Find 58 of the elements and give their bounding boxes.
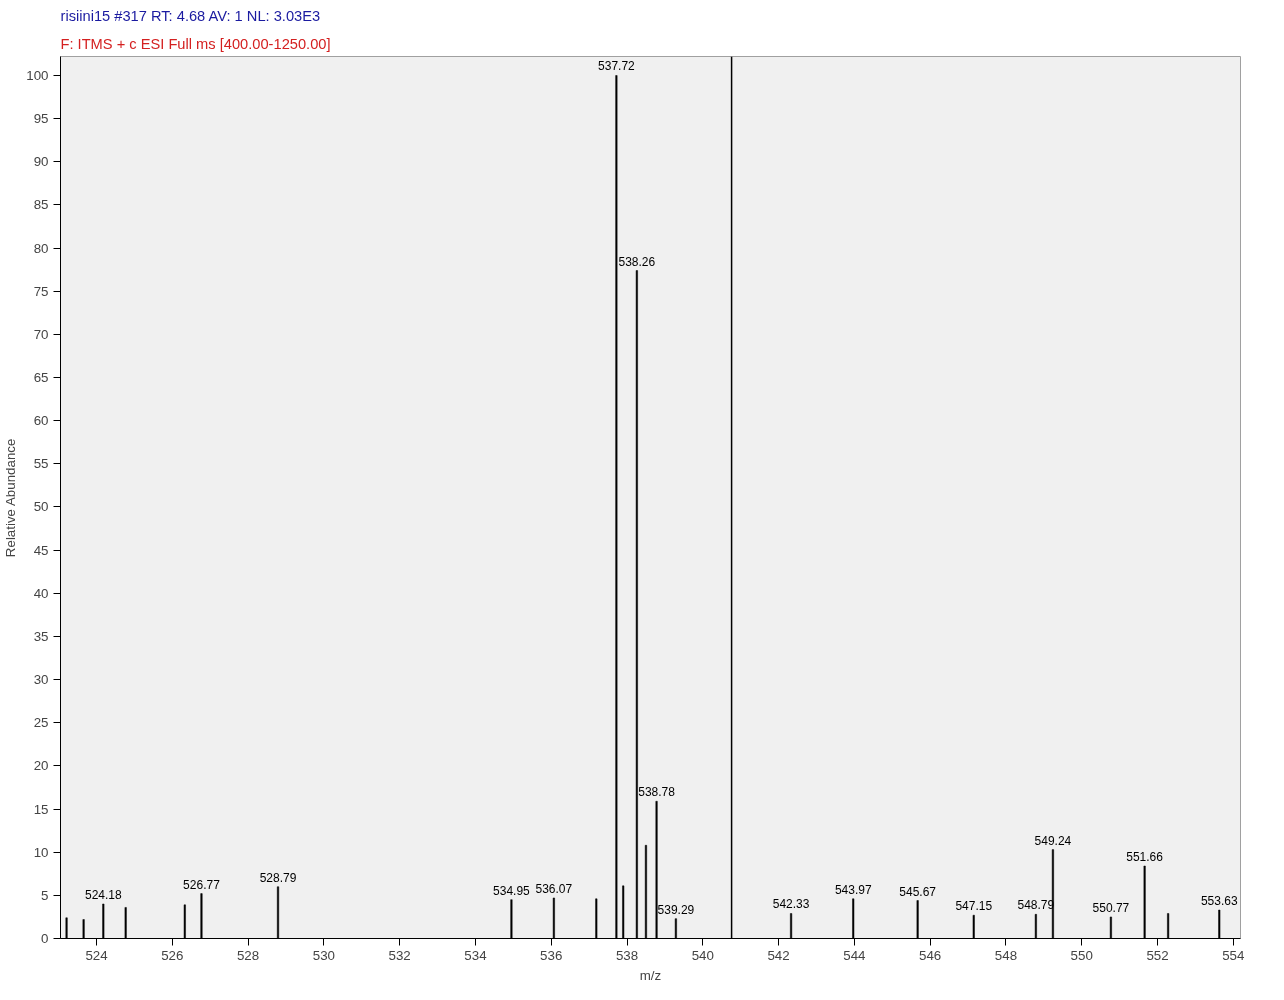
- y-tick-label: 40: [33, 585, 49, 601]
- x-tick-label: 532: [388, 947, 411, 963]
- x-axis-title: m/z: [639, 967, 662, 983]
- annotation: 528.79: [259, 870, 297, 885]
- x-tick-label: 544: [843, 947, 867, 963]
- y-tick-label: 0: [41, 931, 49, 946]
- annotation: 550.77: [1092, 900, 1130, 915]
- y-tick-label: 80: [33, 240, 49, 256]
- y-tick-label: 70: [33, 326, 49, 342]
- y-tick-label: 55: [33, 456, 49, 472]
- annotation: 534.95: [493, 883, 531, 898]
- annotation: 524.18: [84, 887, 122, 902]
- x-tick-label: 554: [1222, 947, 1246, 963]
- y-tick-label: 95: [33, 111, 49, 127]
- y-tick-label: 100: [26, 67, 49, 83]
- annotation: 538.78: [638, 785, 676, 800]
- x-tick-label: 524: [85, 947, 109, 963]
- y-tick-label: 20: [33, 758, 49, 774]
- annotation: 553.63: [1200, 894, 1238, 909]
- x-tick-label: 534: [464, 947, 488, 963]
- annotation: 549.24: [1034, 833, 1072, 848]
- chart-title: risiini15 #317 RT: 4.68 AV: 1 NL: 3.03E3: [60, 7, 321, 24]
- y-tick-label: 90: [33, 154, 49, 170]
- chart-subtitle: F: ITMS + c ESI Full ms [400.00-1250.00]: [60, 35, 331, 52]
- annotation: 545.67: [899, 884, 937, 899]
- y-axis-title: Relative Abundance: [3, 438, 19, 558]
- y-tick-label: 85: [33, 197, 49, 213]
- annotation: 539.29: [657, 902, 695, 917]
- y-tick-label: 65: [33, 370, 49, 386]
- x-tick-label: 552: [1146, 947, 1169, 963]
- x-tick-label: 550: [1070, 947, 1093, 963]
- x-tick-label: 542: [767, 947, 790, 963]
- x-tick-label: 526: [161, 947, 184, 963]
- annotation: 538.26: [618, 254, 656, 269]
- y-tick-label: 5: [41, 887, 49, 903]
- annotation: 536.07: [535, 881, 573, 896]
- y-tick-label: 25: [33, 715, 49, 731]
- annotation: 547.15: [955, 899, 993, 914]
- y-tick-label: 10: [33, 844, 49, 860]
- annotation: 551.66: [1126, 850, 1164, 865]
- x-tick-label: 528: [236, 947, 260, 963]
- x-tick-label: 536: [540, 947, 563, 963]
- y-tick-label: 75: [33, 283, 49, 299]
- x-tick-label: 546: [919, 947, 942, 963]
- x-tick-label: 530: [312, 947, 335, 963]
- x-tick-label: 538: [615, 947, 639, 963]
- annotation: 542.33: [772, 897, 810, 912]
- y-tick-label: 45: [33, 542, 49, 558]
- annotation: 537.72: [598, 59, 636, 74]
- y-tick-label: 15: [33, 801, 49, 817]
- x-tick-label: 548: [994, 947, 1018, 963]
- x-tick-label: 540: [691, 947, 714, 963]
- y-tick-label: 35: [33, 628, 49, 644]
- y-tick-label: 30: [33, 672, 49, 688]
- y-tick-label: 50: [33, 499, 49, 515]
- annotation: 543.97: [834, 882, 872, 897]
- y-tick-label: 60: [33, 413, 49, 429]
- annotation: 526.77: [183, 877, 221, 892]
